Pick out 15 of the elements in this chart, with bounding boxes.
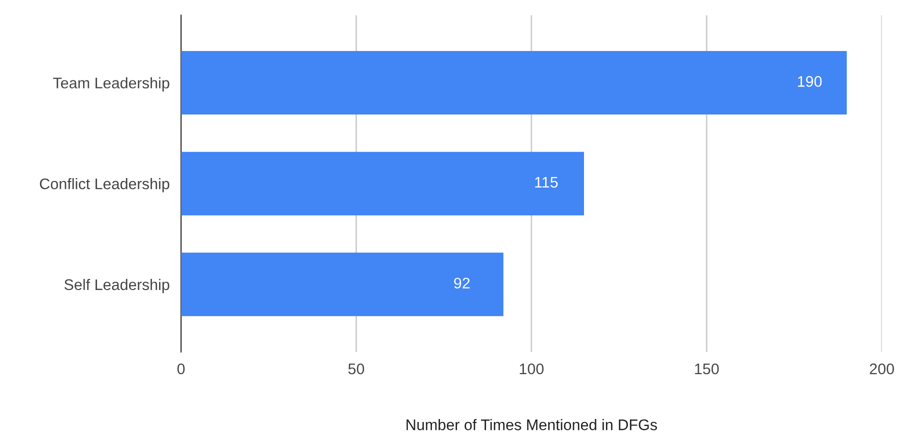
data-label: 92	[454, 278, 470, 289]
data-label: 115	[535, 177, 558, 188]
bar	[181, 152, 584, 216]
y-tick-label: Team Leadership	[53, 77, 170, 92]
bar	[181, 50, 847, 115]
x-tick-label: 0	[177, 363, 185, 374]
y-tick-label: Conflict Leadership	[40, 178, 170, 192]
data-label: 190	[798, 76, 822, 87]
x-axis-title: Number of Times Mentioned in DFGs	[406, 418, 657, 430]
x-tick-label: 150	[695, 363, 719, 374]
x-tick-label: 50	[348, 363, 364, 374]
bar	[181, 252, 504, 316]
x-tick-label: 200	[870, 363, 894, 374]
y-tick-label: Self Leadership	[64, 278, 170, 294]
x-tick-label: 100	[520, 363, 544, 374]
